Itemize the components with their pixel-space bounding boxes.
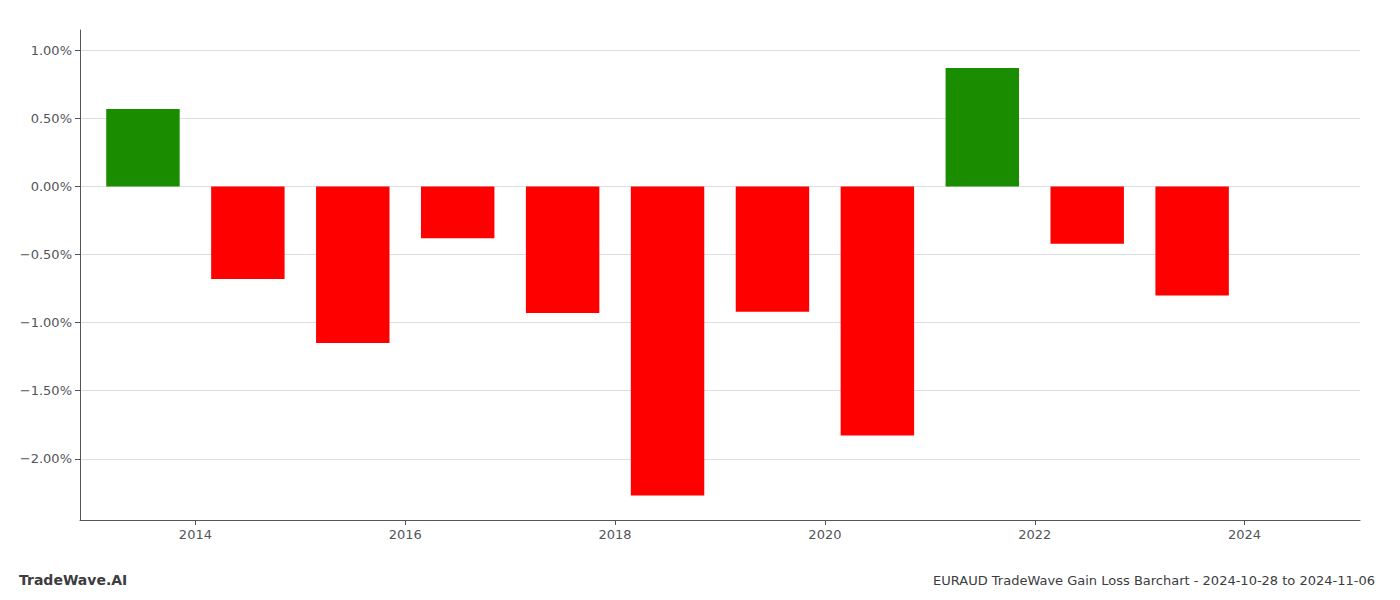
svg-text:0.50%: 0.50%: [31, 111, 72, 126]
svg-text:2018: 2018: [599, 527, 632, 542]
svg-text:2022: 2022: [1018, 527, 1051, 542]
svg-text:−2.00%: −2.00%: [20, 451, 72, 466]
svg-text:−1.50%: −1.50%: [20, 383, 72, 398]
svg-text:EURAUD TradeWave Gain Loss Bar: EURAUD TradeWave Gain Loss Barchart - 20…: [933, 573, 1375, 588]
svg-text:TradeWave.AI: TradeWave.AI: [19, 572, 127, 588]
svg-text:2014: 2014: [179, 527, 212, 542]
svg-text:0.00%: 0.00%: [31, 179, 72, 194]
svg-text:−0.50%: −0.50%: [20, 247, 72, 262]
svg-text:2016: 2016: [389, 527, 422, 542]
svg-text:2020: 2020: [808, 527, 841, 542]
svg-text:−1.00%: −1.00%: [20, 315, 72, 330]
svg-text:2024: 2024: [1228, 527, 1261, 542]
svg-text:1.00%: 1.00%: [31, 43, 72, 58]
